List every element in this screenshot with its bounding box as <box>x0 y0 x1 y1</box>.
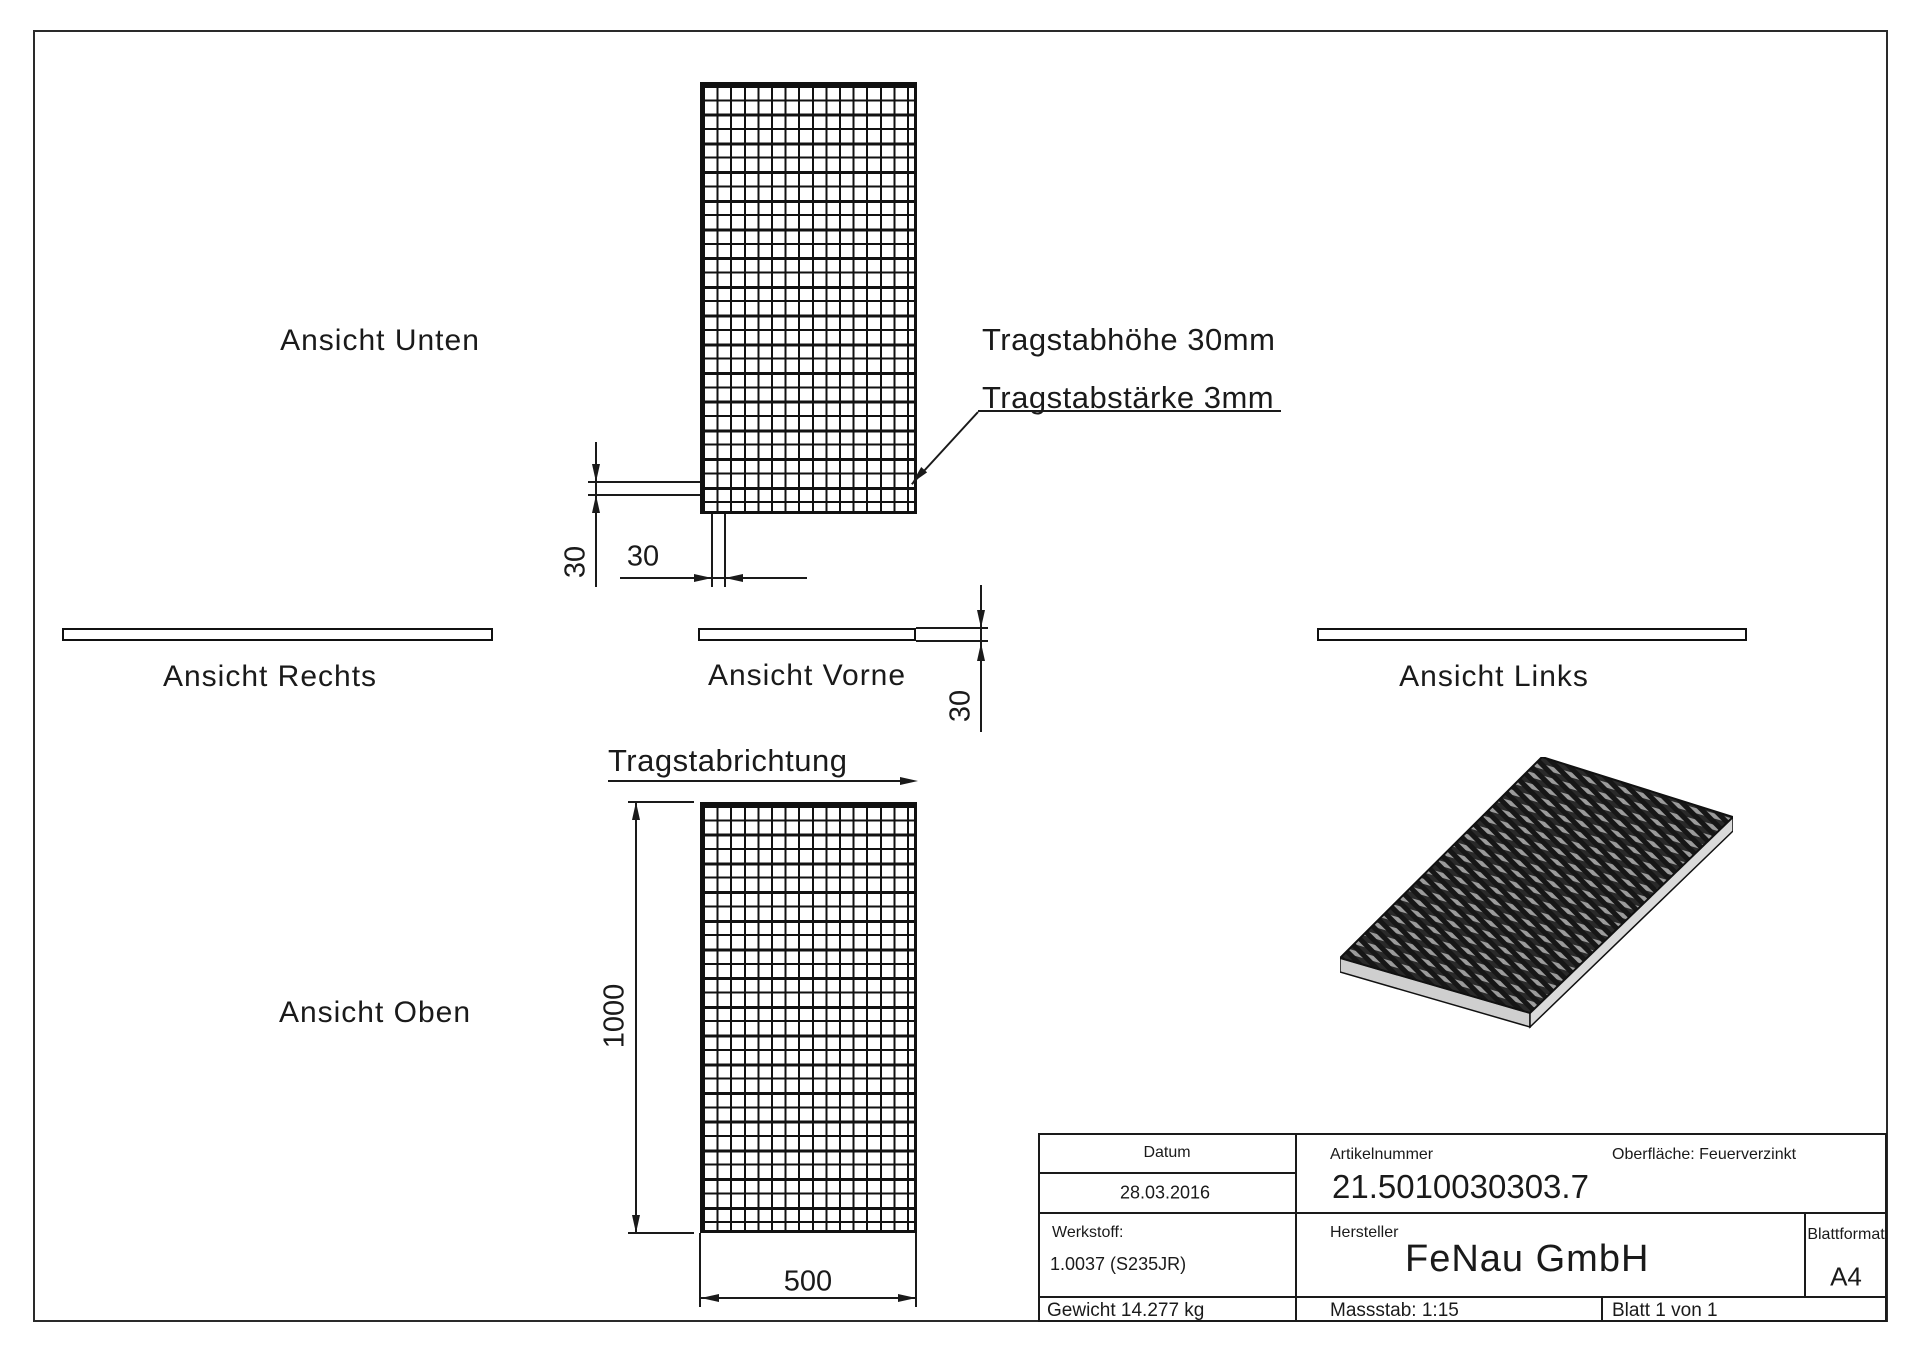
arrowhead-up-icon <box>592 495 600 513</box>
view-unten-grid <box>700 82 917 514</box>
dim-ext-line <box>628 1232 694 1234</box>
annotation-tragstabhoehe: Tragstabhöhe 30mm <box>982 322 1276 357</box>
dim-line <box>700 1297 917 1299</box>
dim-ext-line <box>628 801 694 803</box>
iso-3d-view <box>1340 757 1733 1029</box>
datum-label: Datum <box>1143 1144 1191 1161</box>
view-label-unten: Ansicht Unten <box>280 324 480 357</box>
blattformat-value: A4 <box>1830 1261 1862 1292</box>
gewicht-value: Gewicht 14.277 kg <box>1047 1300 1205 1321</box>
arrowhead-left-icon <box>725 574 743 582</box>
arrowhead-up-icon <box>977 643 985 661</box>
dim-ext-line <box>915 1233 917 1307</box>
arrowhead-up-icon <box>632 802 640 820</box>
dim-text-1000: 1000 <box>598 983 631 1049</box>
dim-ext-line <box>588 481 700 483</box>
arrowhead-down-icon <box>632 1215 640 1233</box>
title-block-line <box>1038 1212 1887 1214</box>
tragstabrichtung-line <box>608 780 903 782</box>
arrowhead-left-icon <box>701 1294 719 1302</box>
title-block-line <box>1295 1133 1297 1322</box>
dim-ext-line <box>711 514 713 587</box>
dim-ext-line <box>916 640 988 642</box>
dim-ext-line <box>699 1233 701 1307</box>
arrowhead-right-icon <box>694 574 712 582</box>
datum-value: 28.03.2016 <box>1119 1182 1211 1203</box>
annotation-tragstabrichtung: Tragstabrichtung <box>608 743 848 778</box>
dim-text-30-vertical: 30 <box>559 545 592 579</box>
arrowhead-down-icon <box>977 610 985 628</box>
view-links-bar <box>1317 628 1747 641</box>
blatt-value: Blatt 1 von 1 <box>1612 1300 1718 1321</box>
title-block-line <box>1038 1172 1296 1174</box>
dim-line <box>595 442 597 587</box>
annotation-tragstabstaerke: Tragstabstärke 3mm <box>982 380 1275 415</box>
title-block-line <box>1038 1296 1887 1298</box>
dim-ext-line <box>588 494 700 496</box>
dim-line <box>635 802 637 1233</box>
title-block-line <box>1601 1297 1603 1322</box>
oberflaeche-value: Oberfläche: Feuerverzinkt <box>1612 1146 1797 1163</box>
dim-line <box>620 577 807 579</box>
tragstabstaerke-underline <box>978 410 1281 412</box>
werkstoff-label: Werkstoff: <box>1052 1224 1124 1241</box>
arrowhead-right-icon <box>898 1294 916 1302</box>
dim-text-30-horizontal: 30 <box>626 540 660 573</box>
dim-text-30-front: 30 <box>944 689 977 723</box>
view-vorne-bar <box>698 628 916 641</box>
view-label-vorne: Ansicht Vorne <box>707 659 907 692</box>
dim-text-500: 500 <box>783 1265 833 1298</box>
arrowhead-down-icon <box>592 464 600 482</box>
hersteller-value: FeNau GmbH <box>1405 1238 1650 1280</box>
view-label-rechts: Ansicht Rechts <box>162 660 378 693</box>
sheet-border-frame <box>33 30 1888 1322</box>
iso-top-face-overlay <box>1340 757 1733 1015</box>
title-block <box>1038 1133 1887 1322</box>
view-oben-grid <box>700 802 917 1233</box>
artikelnummer-value: 21.5010030303.7 <box>1332 1168 1589 1205</box>
view-rechts-bar <box>62 628 493 641</box>
dim-ext-line <box>916 627 988 629</box>
view-label-oben: Ansicht Oben <box>278 996 472 1029</box>
artikelnummer-label: Artikelnummer <box>1330 1146 1434 1163</box>
massstab-value: Massstab: 1:15 <box>1330 1300 1459 1321</box>
hersteller-label: Hersteller <box>1330 1224 1399 1241</box>
view-label-links: Ansicht Links <box>1399 660 1589 693</box>
title-block-line <box>1804 1213 1806 1297</box>
werkstoff-value: 1.0037 (S235JR) <box>1050 1254 1187 1274</box>
blattformat-label: Blattformat <box>1807 1226 1885 1243</box>
dim-ext-line <box>724 514 726 587</box>
arrowhead-right-icon <box>900 777 918 785</box>
